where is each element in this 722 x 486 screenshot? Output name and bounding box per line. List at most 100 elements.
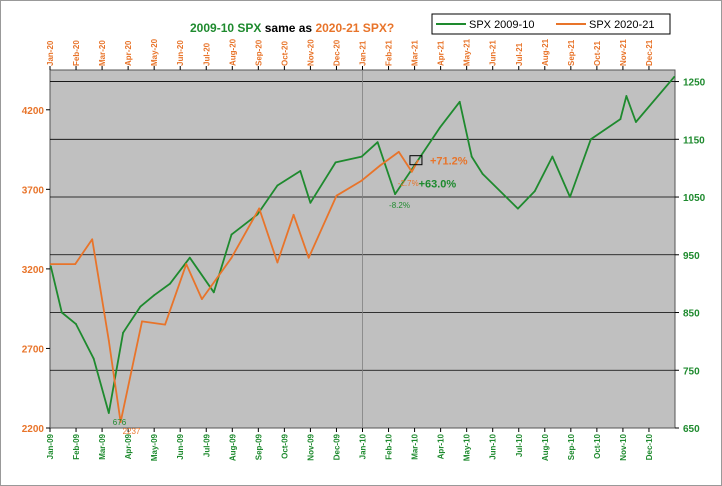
bottom-x-tick-Apr-10: Apr-10 xyxy=(437,433,446,459)
point-spx-2009-10-7 xyxy=(153,294,156,297)
point-spx-2009-10-19 xyxy=(394,193,396,196)
bottom-x-tick-Jun-10: Jun-10 xyxy=(489,433,498,459)
point-spx-2020-21-14 xyxy=(335,194,338,197)
point-spx-2009-10-25 xyxy=(516,207,519,210)
point-spx-2020-21-12 xyxy=(292,213,295,216)
point-spx-2009-10-8 xyxy=(169,282,172,285)
point-spx-2020-21-15 xyxy=(360,179,363,182)
bottom-x-tick-Feb-10: Feb-10 xyxy=(385,433,394,459)
point-spx-2009-10-17 xyxy=(360,155,363,158)
top-x-tick-Jul-20: Jul-20 xyxy=(202,42,211,66)
bottom-x-tick-Aug-10: Aug-10 xyxy=(541,433,550,461)
title-part-0: 2009-10 xyxy=(190,21,237,35)
annotation-2: -8.2% xyxy=(389,201,410,210)
bottom-x-tick-Dec-09: Dec-09 xyxy=(332,433,341,460)
title-part-1: SPX xyxy=(237,21,261,35)
legend-label-spx-2009-10: SPX 2009-10 xyxy=(469,19,534,31)
bottom-x-tick-Jan-09: Jan-09 xyxy=(46,433,55,459)
top-x-tick-Jun-21: Jun-21 xyxy=(489,40,498,66)
point-spx-2020-21-6 xyxy=(164,323,166,326)
legend: SPX 2009-10 SPX 2020-21 xyxy=(431,13,671,35)
point-spx-2009-10-15 xyxy=(309,201,312,204)
bottom-x-tick-Feb-09: Feb-09 xyxy=(72,433,81,459)
point-spx-2009-10-6 xyxy=(139,305,142,308)
top-x-tick-Feb-21: Feb-21 xyxy=(385,40,394,66)
bottom-x-tick-Mar-09: Mar-09 xyxy=(98,433,107,459)
point-spx-2009-10-28 xyxy=(569,196,571,198)
point-spx-2009-10-27 xyxy=(551,155,554,158)
top-x-tick-Mar-20: Mar-20 xyxy=(98,40,107,66)
annotation-1: 2237 xyxy=(123,427,141,436)
left-y-tick-2700: 2700 xyxy=(22,344,45,355)
point-spx-2009-10-0 xyxy=(49,265,52,268)
top-x-tick-Feb-20: Feb-20 xyxy=(72,40,81,66)
annotation-0: 676 xyxy=(113,418,127,427)
point-spx-2009-10-18 xyxy=(376,141,379,144)
series-line-spx-2020-21 xyxy=(50,150,419,424)
top-x-tick-Dec-20: Dec-20 xyxy=(332,39,341,66)
point-spx-2009-10-24 xyxy=(481,173,484,175)
point-spx-2020-21-2 xyxy=(91,238,94,241)
bottom-x-tick-Sep-09: Sep-09 xyxy=(254,433,263,460)
point-spx-2009-10-14 xyxy=(299,170,302,172)
bottom-x-tick-Sep-10: Sep-10 xyxy=(567,433,576,460)
top-x-tick-Jan-20: Jan-20 xyxy=(46,40,55,66)
bottom-x-tick-Oct-10: Oct-10 xyxy=(593,433,602,458)
top-x-tick-Aug-21: Aug-21 xyxy=(541,38,550,66)
point-spx-2009-10-23 xyxy=(470,155,473,158)
series-line-spx-2009-10 xyxy=(49,76,675,414)
top-x-tick-May-21: May-21 xyxy=(463,38,472,66)
top-x-tick-Nov-21: Nov-21 xyxy=(619,39,628,66)
right-y-tick-950: 950 xyxy=(683,251,700,262)
annotation-3: -2.7% xyxy=(398,179,419,188)
point-spx-2020-21-7 xyxy=(185,263,188,266)
point-spx-2009-10-4 xyxy=(107,412,110,414)
chart-title: 2009-10 SPX same as 2020-21 SPX? xyxy=(190,21,394,35)
point-spx-2009-10-11 xyxy=(230,233,233,236)
top-x-tick-Sep-20: Sep-20 xyxy=(254,39,263,66)
bottom-x-tick-Mar-10: Mar-10 xyxy=(411,433,420,459)
bottom-x-tick-Jan-10: Jan-10 xyxy=(359,433,368,459)
bottom-x-tick-May-09: May-09 xyxy=(150,433,159,461)
left-y-tick-4200: 4200 xyxy=(22,106,45,117)
point-spx-2020-21-0 xyxy=(49,263,52,266)
annotation-4: +71.2% xyxy=(430,156,468,168)
title-part-2: same as xyxy=(261,21,315,35)
point-spx-2020-21-4 xyxy=(119,421,122,424)
point-spx-2020-21-5 xyxy=(141,320,143,323)
point-spx-2020-21-13 xyxy=(307,256,310,259)
bottom-x-tick-Jul-10: Jul-10 xyxy=(515,433,524,457)
point-spx-2009-10-5 xyxy=(122,331,124,334)
bottom-x-tick-Aug-09: Aug-09 xyxy=(228,433,237,461)
bottom-x-tick-Nov-10: Nov-10 xyxy=(619,433,628,460)
point-spx-2009-10-26 xyxy=(533,190,536,193)
point-spx-2020-21-3 xyxy=(107,339,110,342)
top-x-tick-Mar-21: Mar-21 xyxy=(411,40,420,66)
bottom-x-tick-Oct-09: Oct-09 xyxy=(280,433,289,458)
bottom-x-tick-Nov-09: Nov-09 xyxy=(306,433,315,460)
left-y-tick-3200: 3200 xyxy=(22,265,45,276)
top-x-tick-Nov-20: Nov-20 xyxy=(306,39,315,66)
point-spx-2020-21-16 xyxy=(379,164,382,167)
top-x-tick-Apr-21: Apr-21 xyxy=(437,40,446,66)
bottom-x-tick-Jun-09: Jun-09 xyxy=(176,433,185,459)
point-spx-2009-10-2 xyxy=(75,323,77,325)
bottom-x-tick-Apr-09: Apr-09 xyxy=(124,433,133,459)
point-spx-2020-21-18 xyxy=(410,170,413,173)
point-spx-2009-10-33 xyxy=(673,76,676,78)
point-spx-2020-21-11 xyxy=(276,261,279,264)
point-spx-2020-21-1 xyxy=(74,263,77,266)
bottom-x-tick-Dec-10: Dec-10 xyxy=(645,433,654,460)
top-x-tick-Dec-21: Dec-21 xyxy=(645,39,654,66)
top-x-tick-Apr-20: Apr-20 xyxy=(124,40,133,66)
top-x-tick-May-20: May-20 xyxy=(150,38,159,66)
right-y-tick-850: 850 xyxy=(683,309,700,320)
point-spx-2009-10-31 xyxy=(625,95,628,97)
top-x-tick-Jun-20: Jun-20 xyxy=(176,40,185,66)
title-part-3: 2020-21 SPX? xyxy=(315,21,394,35)
point-spx-2009-10-16 xyxy=(334,161,337,164)
marker-box xyxy=(409,155,423,166)
point-spx-2009-10-1 xyxy=(60,311,63,314)
top-x-tick-Oct-20: Oct-20 xyxy=(280,41,289,66)
